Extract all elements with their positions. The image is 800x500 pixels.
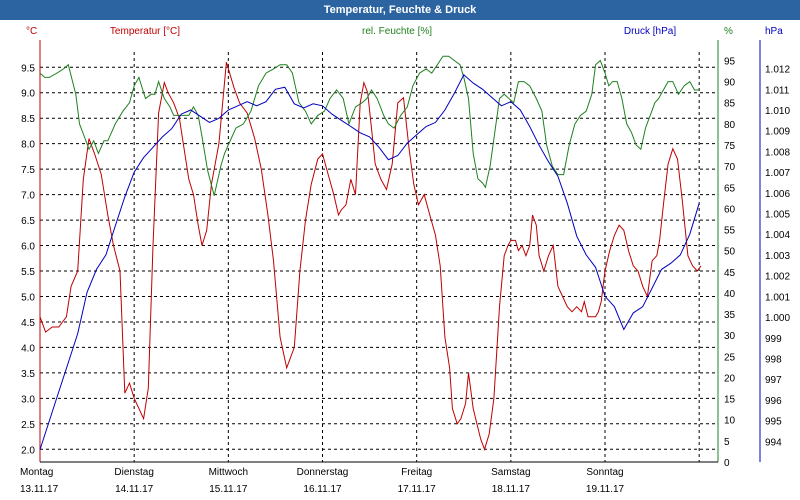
tick-label-date: 15.11.17: [209, 484, 248, 495]
tick-label-left: 8.0: [21, 140, 35, 151]
tick-label-middle: 0: [724, 458, 730, 469]
tick-label-day: Montag: [20, 467, 53, 478]
tick-label-middle: 80: [724, 120, 736, 131]
tick-label-day: Dienstag: [114, 467, 153, 478]
tick-label-middle: 20: [724, 373, 736, 384]
tick-label-right: 998: [765, 354, 782, 365]
tick-label-date: 14.11.17: [115, 484, 154, 495]
tick-label-day: Samstag: [491, 467, 530, 478]
tick-label-right: 1.009: [765, 127, 790, 138]
tick-label-middle: 70: [724, 162, 736, 173]
tick-label-date: 17.11.17: [398, 484, 437, 495]
tick-label-right: 1.008: [765, 147, 790, 158]
tick-label-right: 1.000: [765, 313, 790, 324]
series-layer: [39, 55, 702, 451]
tick-label-date: 16.11.17: [303, 484, 342, 495]
tick-label-right: 996: [765, 396, 782, 407]
legend-temperature: Temperatur [°C]: [110, 26, 180, 37]
tick-label-day: Donnerstag: [297, 467, 349, 478]
tick-label-left: 4.5: [21, 318, 35, 329]
tick-label-left: 8.5: [21, 114, 35, 125]
tick-label-left: 3.0: [21, 394, 35, 405]
chart-area: Temperatur [°C] rel. Feuchte [%] Druck [hP…: [20, 26, 790, 495]
tick-label-date: 18.11.17: [492, 484, 531, 495]
unit-middle: %: [724, 26, 733, 37]
tick-label-left: 3.5: [21, 369, 35, 380]
tick-label-middle: 10: [724, 416, 736, 427]
tick-label-right: 997: [765, 375, 782, 386]
tick-label-right: 1.003: [765, 251, 790, 262]
tick-label-left: 5.5: [21, 267, 35, 278]
tick-label-middle: 95: [724, 56, 736, 67]
tick-label-right: 1.011: [765, 85, 790, 96]
chart-title-bar: Temperatur, Feuchte & Druck: [0, 0, 800, 20]
axes: [39, 40, 761, 463]
tick-label-middle: 15: [724, 395, 736, 406]
tick-label-right: 994: [765, 437, 782, 448]
tick-label-left: 9.0: [21, 89, 35, 100]
series-line-humidity: [39, 55, 700, 196]
tick-label-right: 1.002: [765, 272, 790, 283]
tick-label-middle: 55: [724, 226, 736, 237]
tick-label-middle: 30: [724, 331, 736, 342]
tick-label-left: 9.5: [21, 63, 35, 74]
tick-label-day: Sonntag: [586, 467, 623, 478]
tick-label-right: 1.006: [765, 189, 790, 200]
tick-label-left: 7.0: [21, 191, 35, 202]
tick-label-middle: 85: [724, 99, 736, 110]
tick-label-middle: 65: [724, 183, 736, 194]
series-line-temperature: [39, 62, 702, 451]
tick-label-right: 995: [765, 417, 782, 428]
legend-humidity: rel. Feuchte [%]: [362, 26, 432, 37]
labels: Temperatur [°C] rel. Feuchte [%] Druck [hP…: [20, 26, 790, 495]
tick-label-middle: 35: [724, 310, 736, 321]
tick-label-date: 19.11.17: [586, 484, 625, 495]
tick-label-right: 1.010: [765, 106, 790, 117]
unit-right: hPa: [765, 26, 783, 37]
tick-label-middle: 75: [724, 141, 736, 152]
tick-label-middle: 25: [724, 352, 736, 363]
tick-label-middle: 45: [724, 268, 736, 279]
tick-label-left: 5.0: [21, 292, 35, 303]
tick-label-middle: 5: [724, 437, 730, 448]
chart-title: Temperatur, Feuchte & Druck: [323, 4, 477, 16]
tick-label-left: 2.0: [21, 445, 35, 456]
tick-label-left: 6.5: [21, 216, 35, 227]
tick-label-middle: 90: [724, 78, 736, 89]
grid: [40, 52, 718, 462]
tick-label-right: 1.012: [765, 65, 790, 76]
tick-label-day: Freitag: [401, 467, 432, 478]
tick-label-left: 4.0: [21, 343, 35, 354]
tick-label-right: 1.007: [765, 168, 790, 179]
tick-label-day: Mittwoch: [209, 467, 248, 478]
tick-label-date: 13.11.17: [20, 484, 59, 495]
tick-label-middle: 40: [724, 289, 736, 300]
tick-label-right: 1.005: [765, 210, 790, 221]
tick-label-left: 2.5: [21, 420, 35, 431]
tick-label-left: 7.5: [21, 165, 35, 176]
tick-label-right: 1.004: [765, 230, 790, 241]
tick-label-right: 1.001: [765, 292, 790, 303]
tick-label-left: 6.0: [21, 242, 35, 253]
unit-left: °C: [26, 26, 37, 37]
tick-label-middle: 50: [724, 247, 736, 258]
tick-label-right: 999: [765, 334, 782, 345]
tick-label-middle: 60: [724, 204, 736, 215]
series-line-pressure: [39, 73, 700, 450]
legend-pressure: Druck [hPa]: [624, 26, 676, 37]
